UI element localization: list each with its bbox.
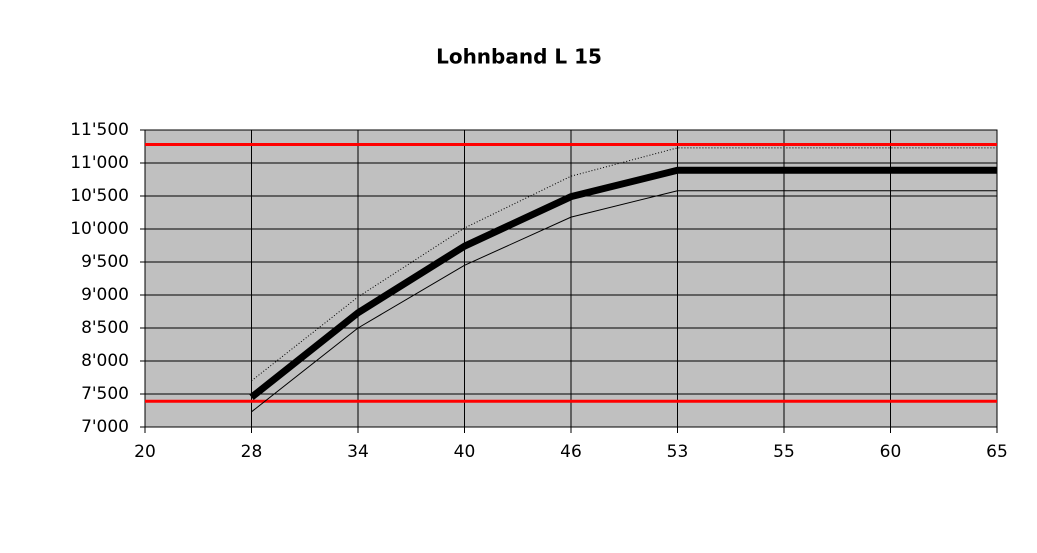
y-tick-label: 7'000 [81,417,129,437]
x-tick-label: 60 [880,442,902,462]
y-tick-label: 10'000 [70,219,129,239]
x-tick-label: 46 [560,442,582,462]
y-tick-label: 7'500 [81,384,129,404]
y-tick-label: 9'500 [81,252,129,272]
x-tick-label: 55 [773,442,795,462]
y-tick-label: 11'000 [70,153,129,173]
chart-title: Lohnband L 15 [436,45,602,69]
y-tick-label: 11'500 [70,120,129,140]
line-series [251,147,997,382]
plot-border [144,129,998,428]
x-tick-label: 20 [134,442,156,462]
x-tick-label: 53 [667,442,689,462]
x-tick-label: 28 [241,442,263,462]
y-tick-label: 9'000 [81,285,129,305]
x-tick-label: 65 [986,442,1008,462]
line-series [249,166,997,401]
y-tick-label: 8'500 [81,318,129,338]
y-tick-label: 8'000 [81,351,129,371]
x-tick-label: 40 [454,442,476,462]
y-tick-label: 10'500 [70,186,129,206]
line-series [251,190,997,413]
x-tick-label: 34 [347,442,369,462]
